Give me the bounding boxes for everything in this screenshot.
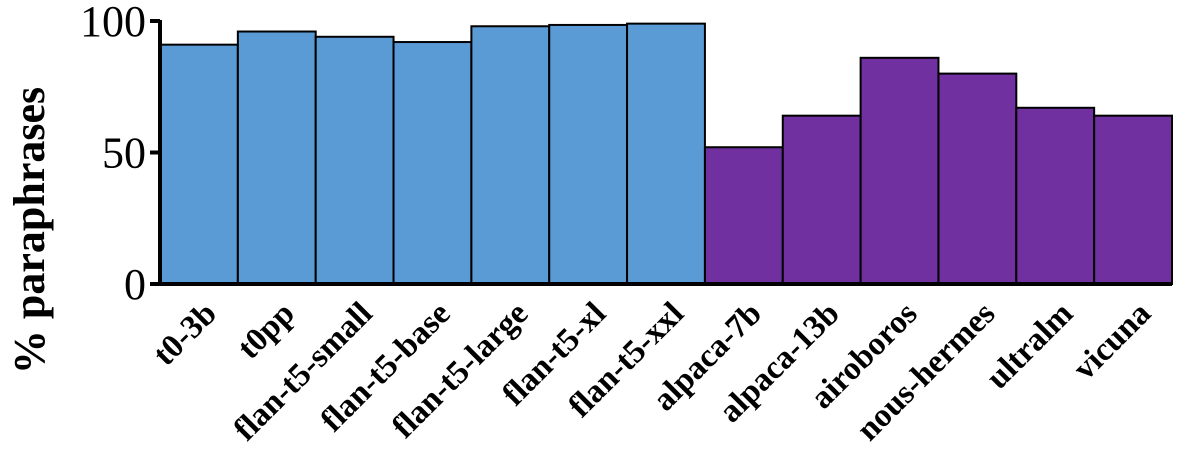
x-tick-label-t0-3b: t0-3b: [147, 296, 224, 373]
bar-alpaca-7b: [703, 146, 784, 285]
y-tick-label-0: 0: [124, 260, 146, 309]
x-tick-label-vicuna: vicuna: [1066, 296, 1158, 388]
bar-alpaca-13b: [781, 114, 862, 286]
y-tick-label-50: 50: [102, 129, 146, 178]
bar-flan-t5-base: [392, 41, 473, 286]
x-tick-label-ultralm: ultralm: [980, 296, 1081, 397]
x-tick-label-t0pp: t0pp: [231, 296, 302, 367]
y-axis-title: % paraphrases: [5, 87, 54, 374]
bar-flan-t5-small: [314, 35, 395, 285]
y-tick-label-100: 100: [80, 0, 146, 46]
bar-nous-hermes: [937, 72, 1018, 285]
bar-airoboros: [859, 56, 940, 285]
bar-t0pp: [236, 30, 317, 285]
y-ticks-group: 0 50 100: [80, 0, 160, 309]
bar-ultralm: [1015, 106, 1096, 286]
bars-group: [159, 22, 1173, 286]
bar-vicuna: [1093, 114, 1173, 286]
bar-flan-t5-xxl: [626, 22, 706, 285]
bar-flan-t5-xl: [548, 23, 629, 285]
x-labels-group: t0-3b t0ppflan-t5-smallflan-t5-baseflan-t…: [147, 295, 1158, 448]
bar-flan-t5-large: [470, 25, 551, 285]
bar-t0-3b: [159, 43, 239, 285]
